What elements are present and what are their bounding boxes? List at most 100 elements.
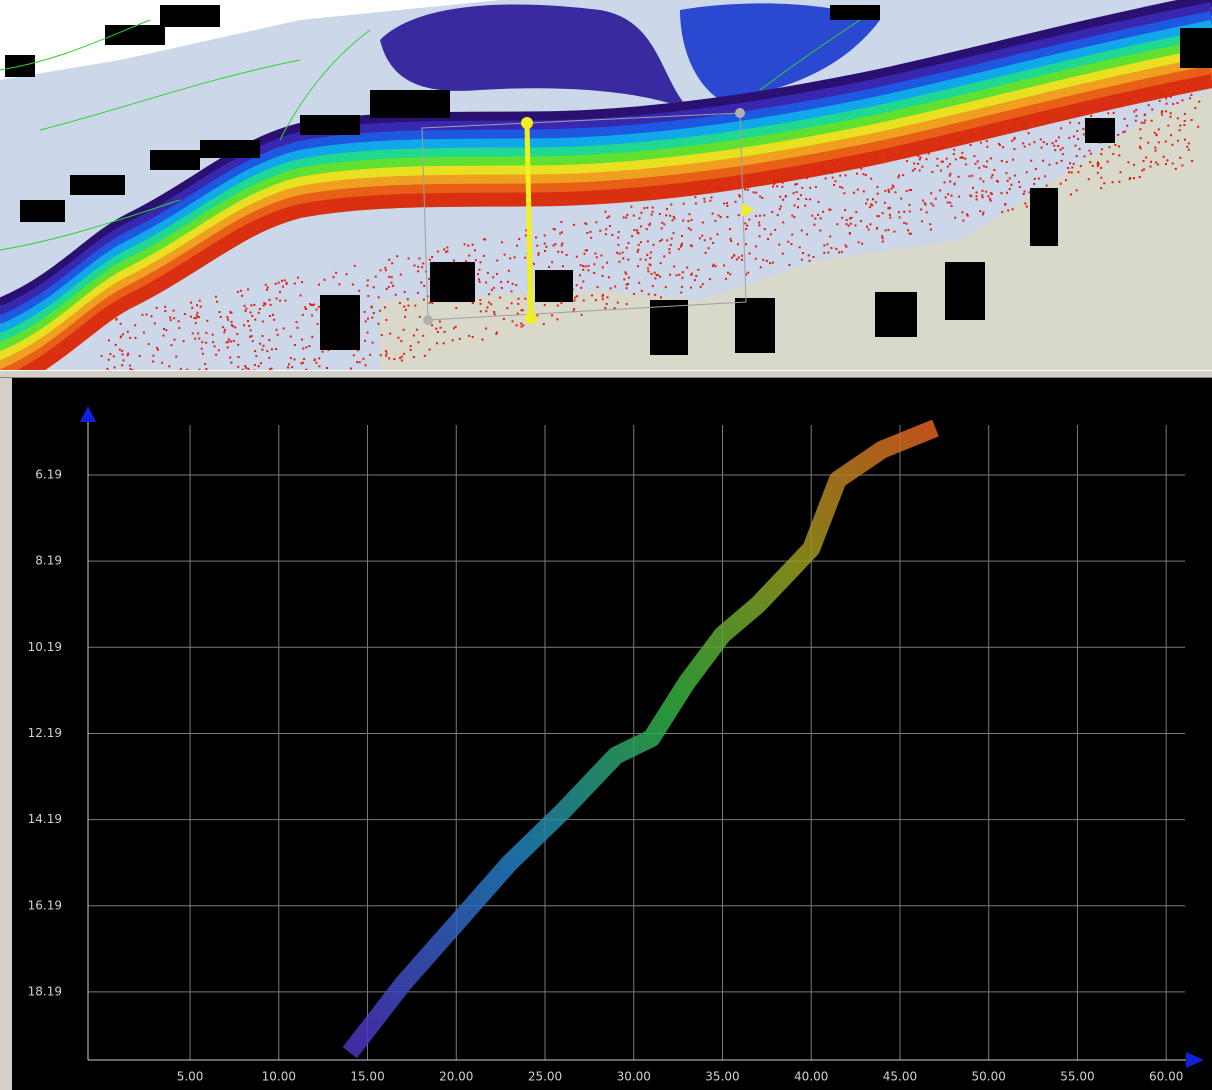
sounding xyxy=(474,249,476,251)
handle[interactable] xyxy=(423,315,433,325)
sounding xyxy=(544,235,546,237)
sounding xyxy=(906,190,908,192)
sounding xyxy=(1020,125,1022,127)
sounding xyxy=(761,197,763,199)
sounding xyxy=(401,360,403,362)
sounding xyxy=(604,307,606,309)
sounding xyxy=(626,214,628,216)
sounding xyxy=(405,309,407,311)
sounding xyxy=(670,244,672,246)
sounding xyxy=(491,289,493,291)
sounding xyxy=(1073,135,1075,137)
sounding xyxy=(793,216,795,218)
sounding xyxy=(482,339,484,341)
sounding xyxy=(237,344,239,346)
sounding xyxy=(1143,160,1145,162)
sounding xyxy=(1077,138,1079,140)
sounding xyxy=(583,300,585,302)
sounding xyxy=(694,279,696,281)
sounding xyxy=(866,156,868,158)
sounding xyxy=(949,173,951,175)
sounding xyxy=(1060,127,1062,129)
sounding xyxy=(164,310,166,312)
sounding xyxy=(391,282,393,284)
sounding xyxy=(271,348,273,350)
sounding xyxy=(673,216,675,218)
sounding xyxy=(590,237,592,239)
sounding xyxy=(290,336,292,338)
sounding xyxy=(1001,192,1003,194)
handle[interactable] xyxy=(521,117,533,129)
sounding xyxy=(647,240,649,242)
sounding xyxy=(561,242,563,244)
sounding xyxy=(453,260,455,262)
sounding xyxy=(627,259,629,261)
sounding xyxy=(1075,145,1077,147)
sounding xyxy=(517,303,519,305)
sounding xyxy=(769,262,771,264)
sounding xyxy=(808,254,810,256)
sounding xyxy=(1092,165,1094,167)
sounding xyxy=(892,185,894,187)
sounding xyxy=(511,290,513,292)
sounding xyxy=(889,217,891,219)
handle[interactable] xyxy=(525,312,537,324)
sounding xyxy=(1019,186,1021,188)
sounding xyxy=(229,357,231,359)
sounding xyxy=(830,247,832,249)
sounding xyxy=(1165,110,1167,112)
sounding xyxy=(543,323,545,325)
sounding xyxy=(410,349,412,351)
sounding xyxy=(710,190,712,192)
sounding xyxy=(488,293,490,295)
sounding xyxy=(121,364,123,366)
sounding xyxy=(318,357,320,359)
sounding xyxy=(1157,163,1159,165)
sounding xyxy=(595,221,597,223)
sounding xyxy=(1135,120,1137,122)
x-tick-label: 60.00 xyxy=(1149,1070,1183,1084)
sounding xyxy=(953,149,955,151)
x-tick-label: 25.00 xyxy=(528,1070,562,1084)
sounding xyxy=(1054,149,1056,151)
sounding xyxy=(982,196,984,198)
sounding xyxy=(606,262,608,264)
sounding xyxy=(1056,162,1058,164)
sounding xyxy=(1127,161,1129,163)
sounding xyxy=(600,255,602,257)
sounding xyxy=(197,312,199,314)
sounding xyxy=(917,163,919,165)
sounding xyxy=(1035,121,1037,123)
sounding xyxy=(797,198,799,200)
sounding xyxy=(1165,97,1167,99)
sounding xyxy=(731,257,733,259)
sounding xyxy=(646,228,648,230)
sounding xyxy=(590,231,592,233)
sounding xyxy=(385,319,387,321)
sounding xyxy=(183,340,185,342)
splitter[interactable] xyxy=(0,370,1212,378)
sounding xyxy=(1103,104,1105,106)
sounding xyxy=(982,213,984,215)
sounding xyxy=(561,251,563,253)
sounding xyxy=(1097,172,1099,174)
sounding xyxy=(985,166,987,168)
sounding xyxy=(222,326,224,328)
sounding xyxy=(1035,168,1037,170)
sounding xyxy=(417,266,419,268)
sounding xyxy=(494,313,496,315)
sounding xyxy=(755,245,757,247)
sounding xyxy=(1150,166,1152,168)
sounding xyxy=(999,144,1001,146)
sounding xyxy=(536,245,538,247)
sounding xyxy=(652,207,654,209)
sounding xyxy=(477,273,479,275)
sounding xyxy=(1073,163,1075,165)
sounding xyxy=(645,259,647,261)
sounding xyxy=(508,270,510,272)
handle[interactable] xyxy=(735,108,745,118)
sounding xyxy=(602,266,604,268)
sounding xyxy=(599,230,601,232)
sounding xyxy=(690,229,692,231)
sounding xyxy=(663,255,665,257)
